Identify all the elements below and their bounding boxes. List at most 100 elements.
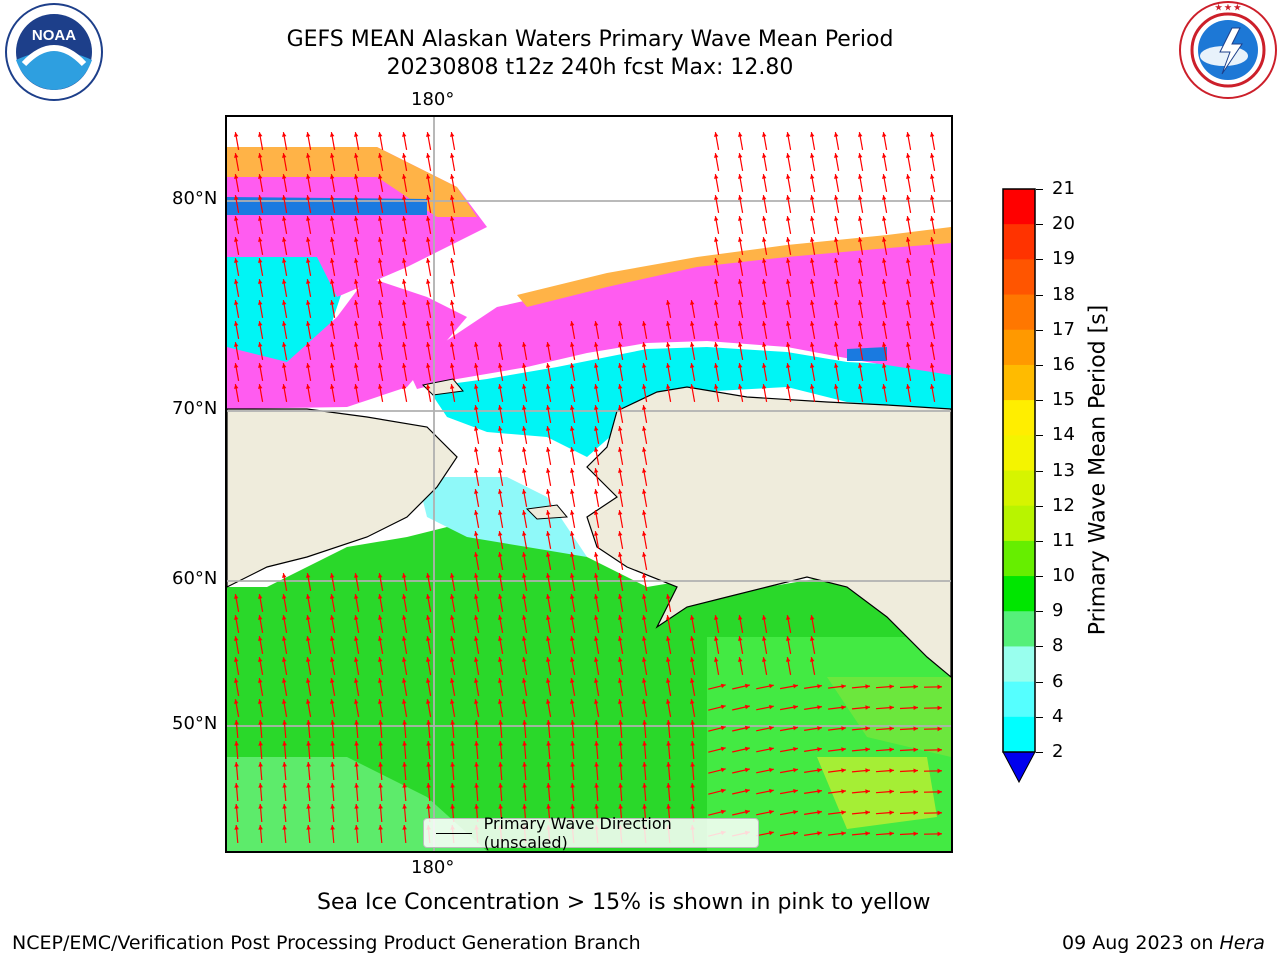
wave-arrow-head (306, 321, 311, 326)
wave-arrow-head (234, 237, 239, 242)
wave-arrow-head (450, 174, 455, 179)
wave-arrow-head (522, 405, 527, 410)
wave-arrow-head (354, 132, 359, 137)
wave-arrow-head (474, 636, 479, 641)
wave-arrow-head (618, 783, 623, 788)
wave-arrow-head (642, 426, 647, 431)
wave-arrow-head (570, 447, 575, 452)
wave-arrow-head (282, 300, 287, 305)
wave-arrow-head (354, 657, 359, 662)
wave-arrow-head (282, 216, 287, 221)
wave-arrow-head (769, 746, 774, 752)
wave-arrow-head (714, 321, 719, 326)
wave-arrow-head (642, 636, 647, 641)
wave-arrow-head (474, 699, 479, 704)
wave-arrow-head (258, 279, 263, 284)
wave-arrow-head (930, 195, 935, 200)
wave-arrow-head (498, 426, 503, 431)
wave-arrow-head (258, 804, 263, 809)
wave-arrow-head (354, 720, 359, 725)
wave-arrow-head (769, 704, 774, 710)
wave-arrow-head (426, 216, 431, 221)
wave-arrow-head (522, 468, 527, 473)
wave-arrow-head (378, 237, 383, 242)
wave-arrow-head (690, 699, 695, 704)
wave-arrow-head (546, 510, 551, 515)
wave-arrow-head (714, 195, 719, 200)
wave-arrow-head (786, 258, 791, 263)
wave-arrow-head (642, 510, 647, 515)
wave-arrow-head (930, 174, 935, 179)
wave-arrow-head (522, 573, 527, 578)
wave-arrow-head (522, 699, 527, 704)
lat-label-60: 60°N (172, 568, 218, 589)
wave-arrow-head (865, 831, 870, 836)
wave-arrow-head (282, 762, 287, 767)
wave-arrow-head (378, 825, 383, 830)
wave-arrow-head (282, 363, 287, 368)
wave-arrow-head (642, 657, 647, 662)
wave-arrow-head (426, 195, 431, 200)
lon-label-bottom: 180° (411, 857, 455, 878)
wave-arrow-head (690, 657, 695, 662)
wave-arrow-head (618, 489, 623, 494)
wave-arrow-head (258, 615, 263, 620)
wave-arrow-head (258, 720, 263, 725)
wave-arrow-head (426, 804, 431, 809)
wave-arrow-head (282, 321, 287, 326)
footer-date-text: 09 Aug 2023 on (1062, 932, 1220, 954)
colorbar-tick-label: 11 (1052, 529, 1075, 551)
wave-arrow-head (594, 321, 599, 326)
wave-arrow-head (858, 384, 863, 389)
wave-arrow-head (738, 363, 743, 368)
wave-arrow-head (666, 363, 671, 368)
wave-arrow-head (865, 705, 870, 710)
wave-arrow-head (426, 783, 431, 788)
wave-arrow-head (546, 762, 551, 767)
wave-arrow-head (738, 216, 743, 221)
wave-arrow-head (282, 720, 287, 725)
wave-direction-arrows (234, 131, 943, 844)
wave-arrow-head (234, 783, 239, 788)
wave-arrow-head (450, 195, 455, 200)
wave-arrow-head (882, 153, 887, 158)
wave-arrow-head (690, 741, 695, 746)
wave-arrow-head (882, 321, 887, 326)
wave-arrow-head (546, 657, 551, 662)
wave-arrow-head (426, 594, 431, 599)
wave-arrow-head (450, 321, 455, 326)
wave-arrow-head (786, 300, 791, 305)
wave-arrow-head (841, 705, 846, 710)
wave-arrow-head (618, 510, 623, 515)
wave-arrow-head (426, 678, 431, 683)
wave-arrow-head (642, 615, 647, 620)
wave-arrow-head (258, 363, 263, 368)
wave-arrow-head (282, 636, 287, 641)
wave-arrow-head (906, 321, 911, 326)
wave-arrow-head (841, 684, 846, 689)
wave-arrow-head (258, 741, 263, 746)
wave-arrow-head (282, 342, 287, 347)
wave-arrow-head (522, 510, 527, 515)
wave-arrow-head (618, 447, 623, 452)
wave-arrow-head (720, 725, 726, 731)
wave-arrow-head (306, 195, 311, 200)
wave-arrow-head (720, 704, 726, 710)
wave-arrow-head (882, 258, 887, 263)
wave-arrow-head (258, 678, 263, 683)
wave-arrow-head (378, 573, 383, 578)
wave-arrow-head (594, 552, 599, 557)
wave-arrow-head (570, 678, 575, 683)
wave-arrow-head (402, 615, 407, 620)
wave-arrow-head (546, 720, 551, 725)
wave-arrow-head (546, 468, 551, 473)
wave-arrow-head (450, 342, 455, 347)
wave-arrow-head (450, 804, 455, 809)
wave-arrow-head (666, 636, 671, 641)
wave-arrow-head (330, 195, 335, 200)
wave-arrow-head (666, 783, 671, 788)
wave-arrow-head (882, 279, 887, 284)
wave-arrow-head (738, 237, 743, 242)
wave-arrow-head (618, 342, 623, 347)
wave-arrow-head (522, 426, 527, 431)
